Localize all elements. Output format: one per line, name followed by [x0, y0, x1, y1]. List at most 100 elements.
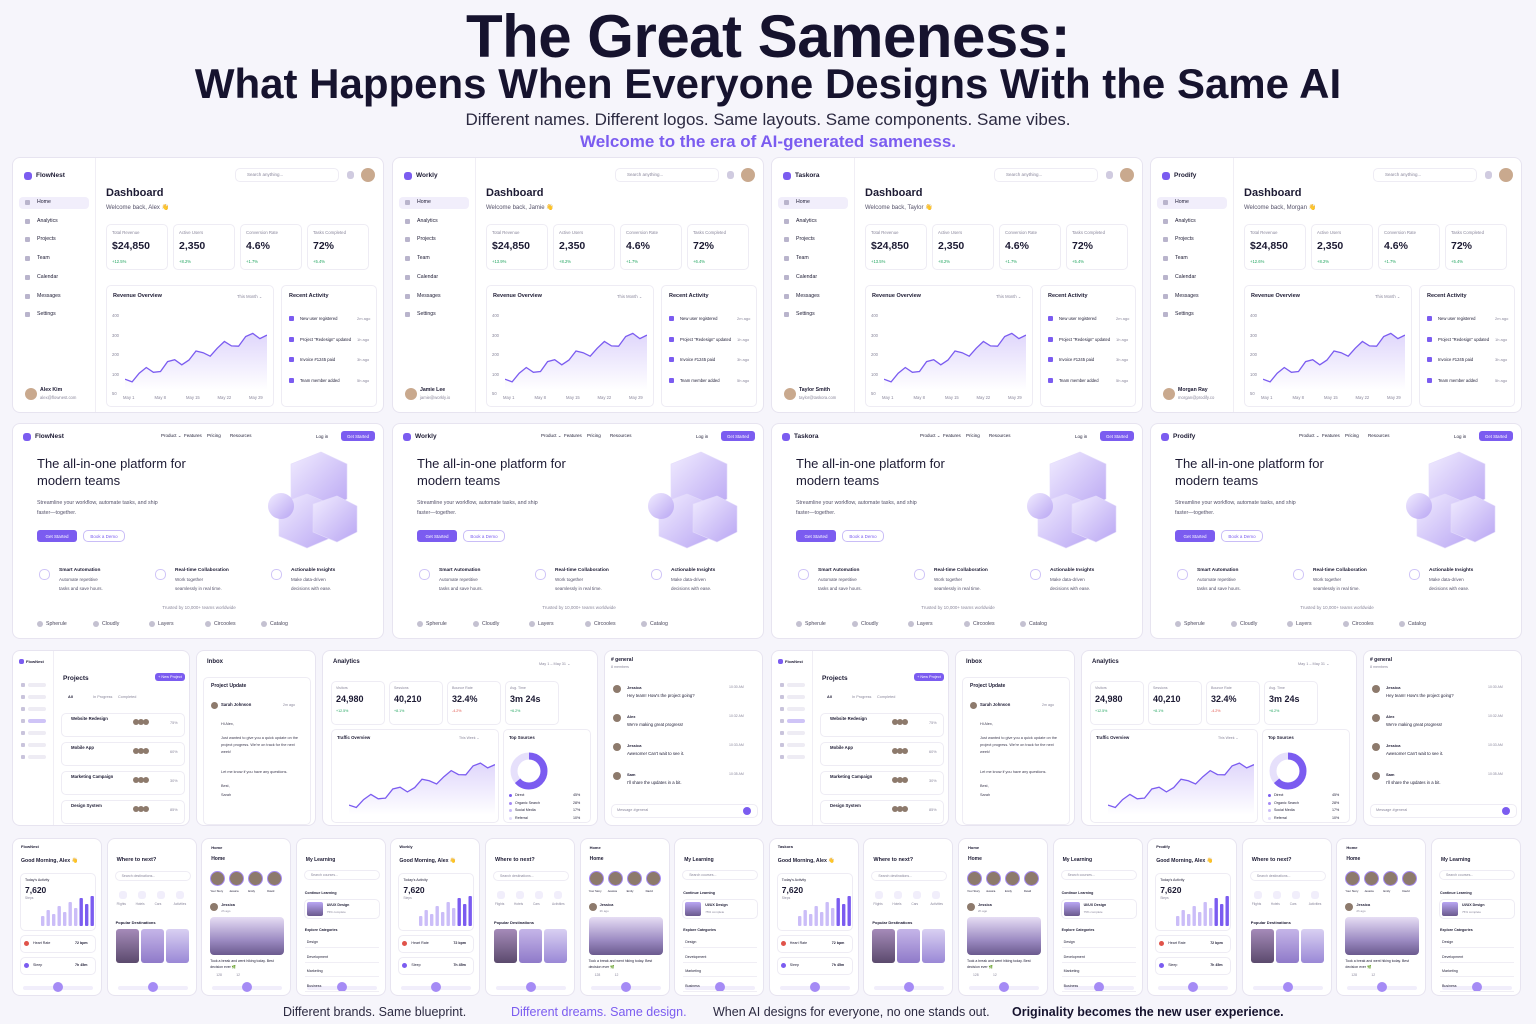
new-project: + New Project [158, 675, 182, 679]
user-email: morgan@prodify.co [1178, 395, 1215, 400]
project-row [61, 800, 185, 824]
nav-line [787, 683, 805, 687]
story-name: Emily [1383, 889, 1391, 893]
source-pct: 17% [1332, 808, 1340, 812]
nav-active [1157, 197, 1227, 209]
cta: Get Started [1106, 433, 1128, 439]
stat-label: Tasks Completed [693, 230, 726, 235]
x-label: May 8 [1292, 395, 1304, 400]
mail-line: Let me know if you have any questions. [221, 770, 288, 774]
nav-icon [405, 274, 410, 280]
logo-mark [473, 621, 479, 627]
course-thumb [1063, 902, 1080, 916]
category: Marketing [1442, 969, 1458, 973]
x-label: May 29 [249, 395, 263, 400]
stat-value: 2,350 [1317, 240, 1344, 252]
y-label: 400 [871, 313, 878, 318]
destination [115, 929, 139, 963]
cat-icon [175, 891, 184, 899]
secondary: Book a Demo [470, 534, 498, 539]
sender: Sarah Johnson [221, 702, 252, 707]
activity-title: Recent Activity [1427, 293, 1467, 299]
nav-icon [784, 293, 789, 299]
story [645, 871, 661, 886]
stat-label: Conversion Rate [626, 230, 659, 235]
category: Design [1442, 940, 1454, 944]
category: Flights [1251, 902, 1262, 906]
nav-line [28, 743, 46, 747]
cat-icon [1291, 891, 1300, 899]
cat-icon [913, 891, 922, 899]
nav-icon [784, 274, 789, 280]
nav-icon [21, 707, 25, 711]
nav-item: Analytics [37, 217, 58, 224]
avatar [897, 777, 903, 783]
avatar [613, 685, 621, 693]
cube-illustration [648, 451, 738, 549]
activity-bar [803, 910, 807, 926]
stat-value: 40,210 [1153, 694, 1181, 704]
sleep-row [1155, 957, 1232, 975]
donut [1269, 752, 1307, 790]
dashboard-card: Workly Home Analytics Projects Team Calendar M… [392, 157, 764, 413]
search-box [114, 871, 191, 881]
explore: Explore Categories [1440, 928, 1473, 932]
time: 2m ago [1042, 703, 1054, 707]
brand: Prodify [1156, 844, 1170, 849]
stat-label: Conversion Rate [1005, 230, 1038, 235]
partner-logo: Cloudly [1240, 621, 1258, 627]
logo-mark [1175, 621, 1181, 627]
y-label: 400 [112, 313, 119, 318]
heart-value: 72 bpm [831, 941, 845, 945]
steps-label: Steps [781, 896, 791, 900]
stat-card [447, 681, 501, 725]
inbox-card: Inbox Project Update Sarah Johnson 2m ago Hi… [196, 650, 316, 826]
cat-icon [156, 891, 165, 899]
popular: Popular Destinations [494, 920, 535, 925]
likes: 128 [973, 973, 979, 977]
avatar-top [361, 168, 375, 182]
divider [1061, 961, 1136, 963]
sleep: Sleep [1168, 963, 1178, 967]
partner-logo: Circooles [594, 621, 616, 627]
avatar [25, 388, 37, 400]
activity-title: Recent Activity [1048, 293, 1088, 299]
projects-card: FlowNest Projects + New Project All In Progr… [771, 650, 949, 826]
destination [494, 929, 517, 963]
primary: Get Started [45, 533, 69, 539]
nav-icon [25, 237, 30, 243]
stat-value: 24,980 [336, 694, 364, 704]
revenue-chart [1263, 332, 1405, 390]
stat-change: +13.9% [492, 259, 507, 264]
heart-value: 72 bpm [1210, 941, 1223, 945]
msg-time: 10:30 AM [729, 685, 744, 689]
title: Analytics [1092, 659, 1119, 665]
footer-text: Different dreams. Same design. [511, 1005, 687, 1019]
title: Home [589, 845, 601, 850]
project-row [820, 800, 944, 824]
x-label: May 29 [1008, 395, 1022, 400]
cat-icon [1253, 891, 1262, 899]
nav-item: Home [37, 199, 51, 205]
heart: Heart Rate [411, 941, 429, 945]
dashboard-card: Taskora Home Analytics Projects Team Calendar… [771, 157, 1143, 413]
nav-item: Settings [417, 311, 436, 318]
mail-panel [962, 677, 1070, 825]
cat-icon [118, 891, 127, 899]
y-label: 300 [1250, 332, 1257, 338]
search-box [1373, 168, 1477, 182]
stat-label: Visitors [336, 686, 348, 690]
stat-change: +12.5% [336, 709, 349, 713]
nav-item: Team [1175, 255, 1188, 262]
nav-link: Resources [989, 433, 1011, 438]
nav-link: Pricing [1345, 433, 1359, 438]
progress: 75% complete [705, 910, 725, 914]
nav-item: Messages [37, 292, 61, 299]
activity-text: New user registered [680, 316, 718, 321]
activity-bar [446, 902, 451, 926]
cta-button: Get Started [1479, 431, 1513, 441]
partner-logo: Layers [917, 621, 933, 627]
activity-bar [90, 896, 94, 926]
feature-title: Real-time Collaboration [934, 568, 988, 573]
nav-item: Home [417, 199, 431, 205]
